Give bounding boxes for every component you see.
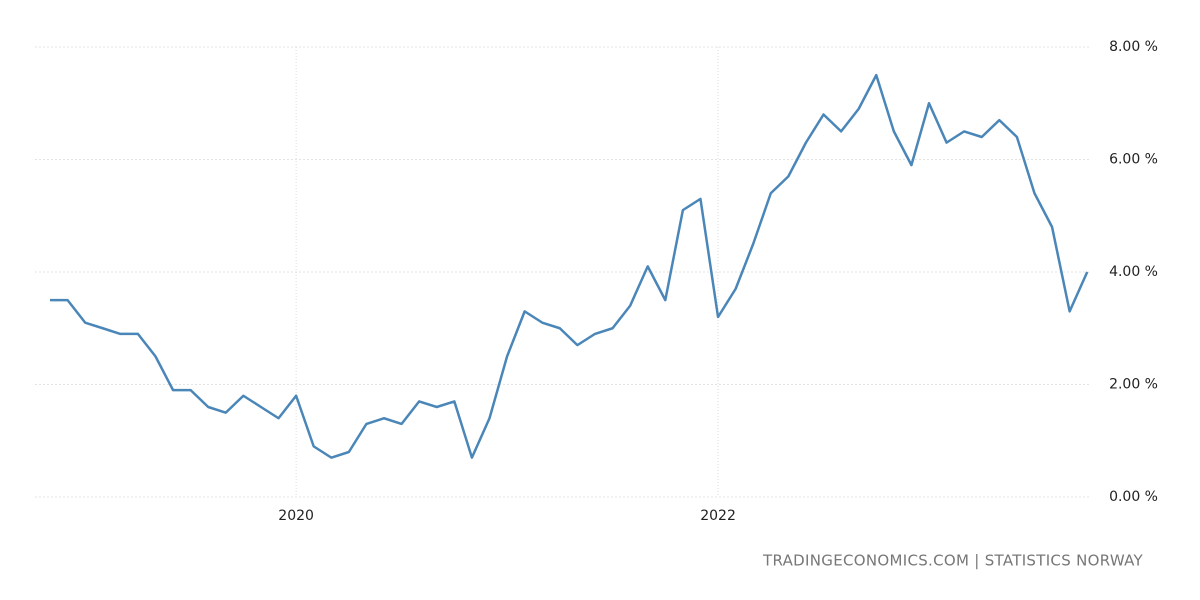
y-tick-label: 6.00 %: [1109, 152, 1158, 168]
data-line: [50, 73, 1089, 459]
x-tick-label: 2022: [700, 508, 736, 524]
x-tick-label: 2020: [278, 508, 314, 524]
y-tick-label: 8.00 %: [1109, 39, 1158, 55]
y-tick-label: 4.00 %: [1109, 264, 1158, 280]
y-tick-label: 0.00 %: [1109, 489, 1158, 505]
source-note: TRADINGECONOMICS.COM | STATISTICS NORWAY: [762, 552, 1144, 570]
y-tick-label: 2.00 %: [1109, 377, 1158, 393]
